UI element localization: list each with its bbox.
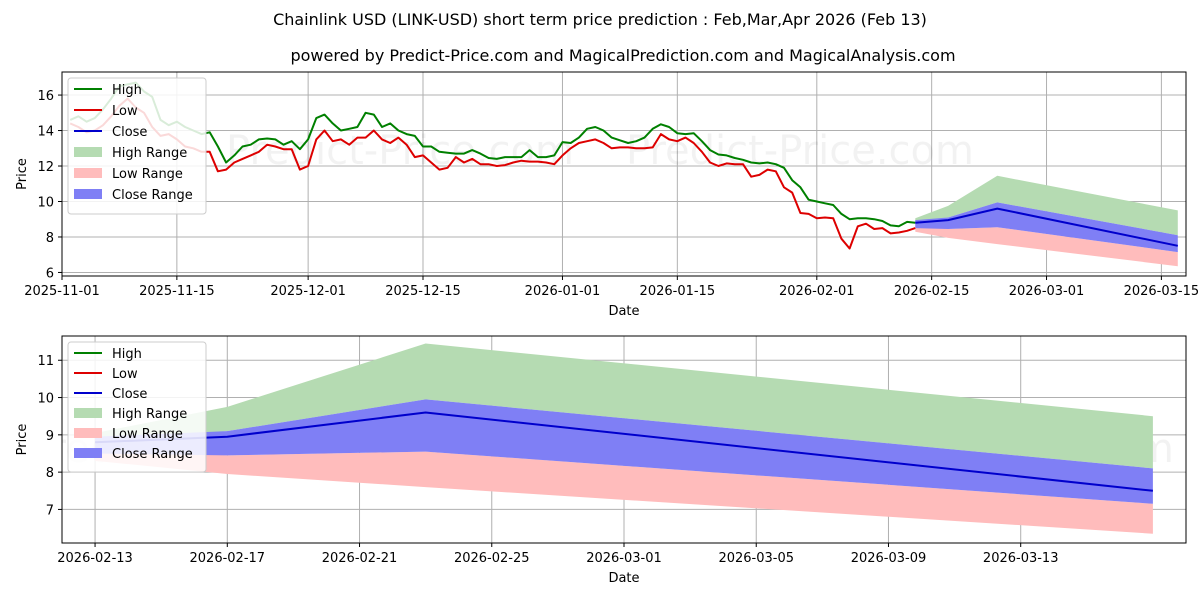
legend-swatch-patch: [74, 408, 102, 418]
x-tick-label: 2026-03-09: [851, 551, 927, 566]
x-tick-label: 2026-03-01: [586, 551, 662, 566]
x-tick-label: 2026-02-21: [322, 551, 398, 566]
x-tick-label: 2026-02-15: [894, 284, 970, 299]
x-tick-label: 2026-02-25: [454, 551, 530, 566]
axes-frame: [61, 335, 1187, 544]
legend-item-label: Close Range: [112, 188, 193, 203]
x-tick-label: 2026-02-17: [190, 551, 266, 566]
y-tick-label: 16: [37, 89, 54, 104]
low-range-band: [915, 222, 1178, 267]
y-tick-label: 7: [46, 503, 54, 518]
x-tick-label: 2025-11-15: [139, 284, 215, 299]
high-range-band: [95, 343, 1153, 469]
x-tick-label: 2026-01-15: [640, 284, 716, 299]
x-tick-label: 2026-03-01: [1009, 284, 1085, 299]
y-tick-label: 9: [46, 429, 54, 444]
legend-swatch-patch: [74, 168, 102, 178]
high-series-line: [69, 81, 916, 228]
top-panel: 2025-11-01 2025-11-15 2025-12-01 2025-12-15…: [15, 71, 1200, 319]
y-tick-label: 10: [37, 195, 54, 210]
x-tick-label: 2026-01-01: [525, 284, 601, 299]
legend-swatch-patch: [74, 448, 102, 458]
y-tick-label: 8: [46, 231, 54, 246]
close-range-band: [95, 399, 1153, 504]
legend-swatch-patch: [74, 189, 102, 199]
x-axis-label: Date: [608, 304, 639, 319]
x-axis-label: Date: [608, 571, 639, 586]
high-range-band: [915, 175, 1178, 236]
plot-area: Predict-Price.comPredict-Price.comPredic…: [62, 343, 1174, 534]
legend-box: [67, 77, 207, 215]
y-axis-label: Price: [15, 158, 30, 190]
legend-item-label: Low Range: [112, 427, 183, 442]
x-tick-label: 2025-11-01: [24, 284, 100, 299]
x-tick-label: 2026-03-15: [1124, 284, 1200, 299]
y-tick-label: 14: [37, 125, 54, 140]
legend-box: [67, 341, 207, 473]
y-tick-label: 6: [46, 266, 54, 281]
legend-item-label: Close Range: [112, 447, 193, 462]
legend-item-label: Close: [112, 125, 147, 140]
y-axis-label: Price: [15, 424, 30, 456]
legend-item-label: High Range: [112, 407, 187, 422]
y-tick-label: 8: [46, 466, 54, 481]
watermark-text: Predict-Price.com: [226, 128, 574, 174]
legend-item-label: Low: [112, 104, 138, 119]
legend-item-label: Close: [112, 387, 147, 402]
chart-title: Chainlink USD (LINK-USD) short term pric…: [273, 10, 927, 29]
y-tick-label: 10: [37, 392, 54, 407]
x-tick-label: 2026-03-13: [983, 551, 1059, 566]
close-series-line: [915, 207, 1179, 247]
x-tick-label: 2026-03-05: [718, 551, 794, 566]
legend-item-label: Low: [112, 367, 138, 382]
y-tick-label: 11: [37, 354, 54, 369]
legend-item-label: High: [112, 347, 142, 362]
watermark-text: Predict-Price.com: [626, 128, 974, 174]
plot-area: Predict-Price.comPredict-Price.comPredic…: [69, 81, 1179, 267]
legend-swatch-patch: [74, 147, 102, 157]
legend-item-label: High Range: [112, 146, 187, 161]
legend-item-label: High: [112, 83, 142, 98]
x-tick-label: 2026-02-13: [57, 551, 133, 566]
chart-subtitle: powered by Predict-Price.com and Magical…: [290, 46, 955, 65]
x-tick-label: 2025-12-01: [270, 284, 346, 299]
y-tick-label: 12: [37, 160, 54, 175]
low-range-band: [95, 442, 1153, 534]
close-range-band: [915, 202, 1178, 253]
bottom-panel: 2026-02-13 2026-02-17 2026-02-21 2026-02-25…: [15, 335, 1187, 586]
legend-swatch-patch: [74, 428, 102, 438]
low-series-line: [69, 97, 916, 250]
legend-item-label: Low Range: [112, 167, 183, 182]
x-tick-label: 2026-02-01: [779, 284, 855, 299]
axes-frame: [61, 71, 1187, 277]
x-tick-label: 2025-12-15: [385, 284, 461, 299]
